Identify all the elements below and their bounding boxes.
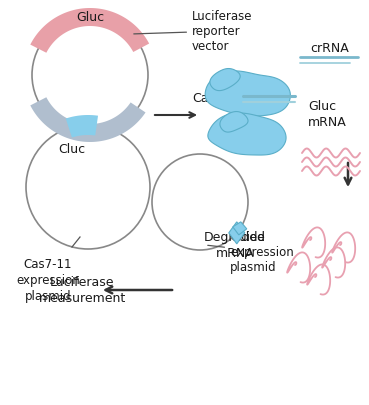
Polygon shape	[208, 114, 286, 156]
Polygon shape	[229, 222, 245, 244]
Circle shape	[152, 155, 248, 250]
Circle shape	[32, 18, 148, 134]
Text: Guide
expression
plasmid: Guide expression plasmid	[208, 230, 294, 273]
Polygon shape	[30, 9, 149, 53]
Text: Cas7-11
expression
plasmid: Cas7-11 expression plasmid	[16, 257, 80, 302]
Polygon shape	[220, 112, 248, 133]
Text: Luciferase
reporter
vector: Luciferase reporter vector	[134, 11, 252, 53]
Polygon shape	[66, 116, 98, 138]
Text: Cluc: Cluc	[58, 143, 86, 156]
Text: Degraded
mRNA: Degraded mRNA	[204, 230, 266, 259]
Circle shape	[26, 126, 150, 249]
Text: Luciferase
measurement: Luciferase measurement	[38, 276, 125, 305]
Polygon shape	[205, 72, 290, 117]
Text: Gluc
mRNA: Gluc mRNA	[308, 99, 347, 128]
Polygon shape	[210, 69, 240, 92]
Polygon shape	[30, 98, 145, 143]
Text: Cas7-11: Cas7-11	[192, 91, 243, 104]
Polygon shape	[233, 222, 247, 235]
Text: crRNA: crRNA	[310, 41, 349, 54]
Text: Gluc: Gluc	[76, 11, 104, 24]
